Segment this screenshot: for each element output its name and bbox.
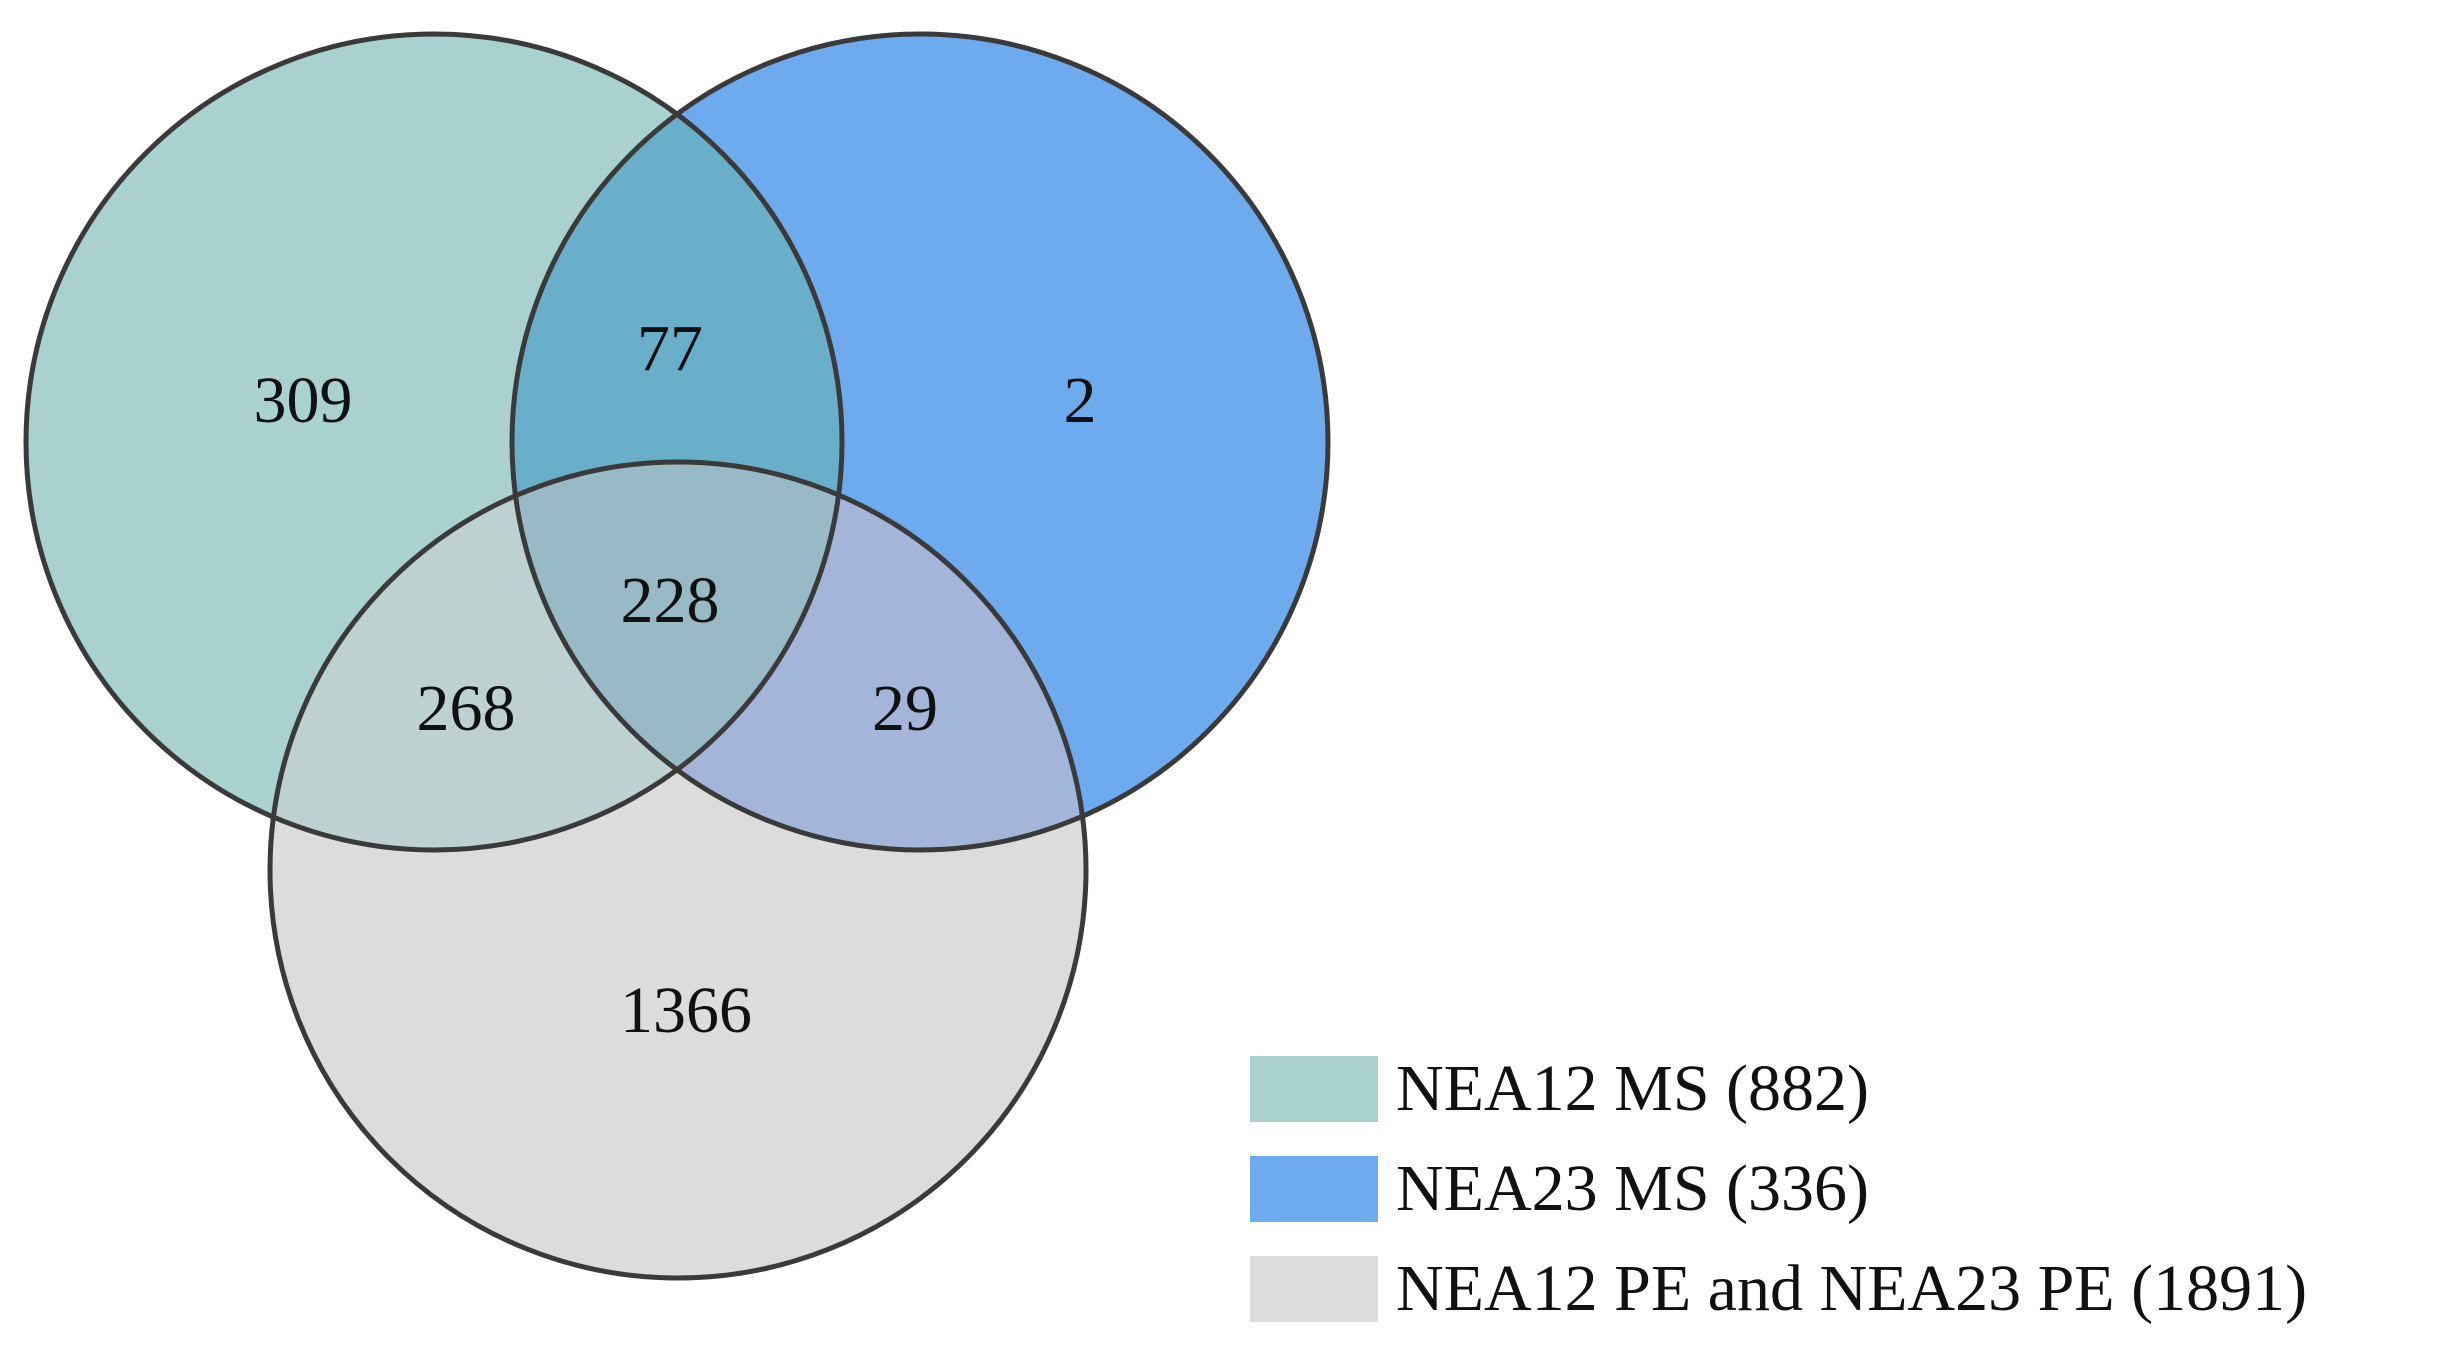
count-nea12-nea23: 77 [637, 312, 703, 385]
count-nea12-pe: 268 [417, 672, 516, 745]
legend-swatch-pe [1250, 1256, 1378, 1322]
legend: NEA12 MS (882) NEA23 MS (336) NEA12 PE a… [1250, 1045, 2307, 1345]
legend-label-pe: NEA12 PE and NEA23 PE (1891) [1396, 1252, 2308, 1325]
count-pe-only: 1366 [620, 974, 752, 1047]
count-nea23-ms-only: 2 [1064, 364, 1097, 437]
count-all-three: 228 [621, 564, 720, 637]
count-nea12-ms-only: 309 [254, 364, 353, 437]
count-nea23-pe: 29 [872, 672, 938, 745]
legend-item-nea12-ms: NEA12 MS (882) [1250, 1045, 2307, 1133]
legend-label-nea23-ms: NEA23 MS (336) [1396, 1152, 1869, 1225]
overlap-nea12-pe [270, 462, 842, 850]
outline-nea23-ms [509, 31, 1331, 853]
legend-item-pe: NEA12 PE and NEA23 PE (1891) [1250, 1245, 2307, 1333]
legend-swatch-nea12-ms [1250, 1056, 1378, 1122]
outline-nea12-ms [23, 31, 845, 853]
legend-swatch-nea23-ms [1250, 1156, 1378, 1222]
overlap-nea23-pe [512, 462, 1086, 850]
outline-pe [267, 459, 1089, 1281]
legend-label-nea12-ms: NEA12 MS (882) [1396, 1052, 1869, 1125]
legend-item-nea23-ms: NEA23 MS (336) [1250, 1145, 2307, 1233]
